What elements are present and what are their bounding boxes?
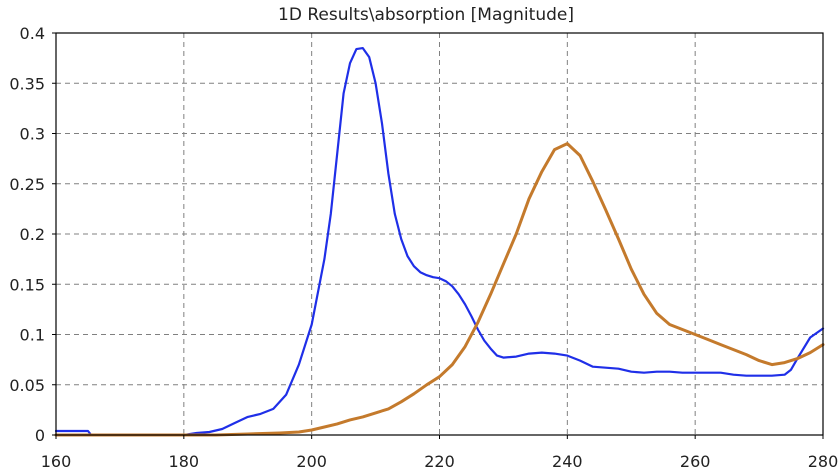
y-tick-label: 0.2 — [20, 225, 45, 244]
x-tick-label: 280 — [808, 452, 839, 471]
x-axis: 160 180 200 220 240 260 280 — [41, 435, 839, 471]
y-tick-label: 0.3 — [20, 125, 45, 144]
series-layer — [54, 46, 825, 437]
y-axis: 0 0.05 0.1 0.15 0.2 0.25 0.3 0.35 0.4 — [9, 24, 56, 445]
y-tick-label: 0.35 — [9, 74, 45, 93]
series-line-1 — [54, 46, 825, 437]
y-tick-label: 0 — [35, 426, 45, 445]
y-tick-label: 0.15 — [9, 275, 45, 294]
x-tick-label: 180 — [169, 452, 200, 471]
x-tick-label: 160 — [41, 452, 72, 471]
x-tick-label: 240 — [552, 452, 583, 471]
x-tick-label: 260 — [680, 452, 711, 471]
y-tick-label: 0.25 — [9, 175, 45, 194]
x-tick-label: 220 — [424, 452, 455, 471]
y-tick-label: 0.05 — [9, 376, 45, 395]
series-line-2 — [54, 142, 825, 437]
x-tick-label: 200 — [296, 452, 327, 471]
y-tick-label: 0.4 — [20, 24, 45, 43]
chart-title: 1D Results\absorption [Magnitude] — [278, 5, 574, 25]
y-tick-label: 0.1 — [20, 326, 45, 345]
